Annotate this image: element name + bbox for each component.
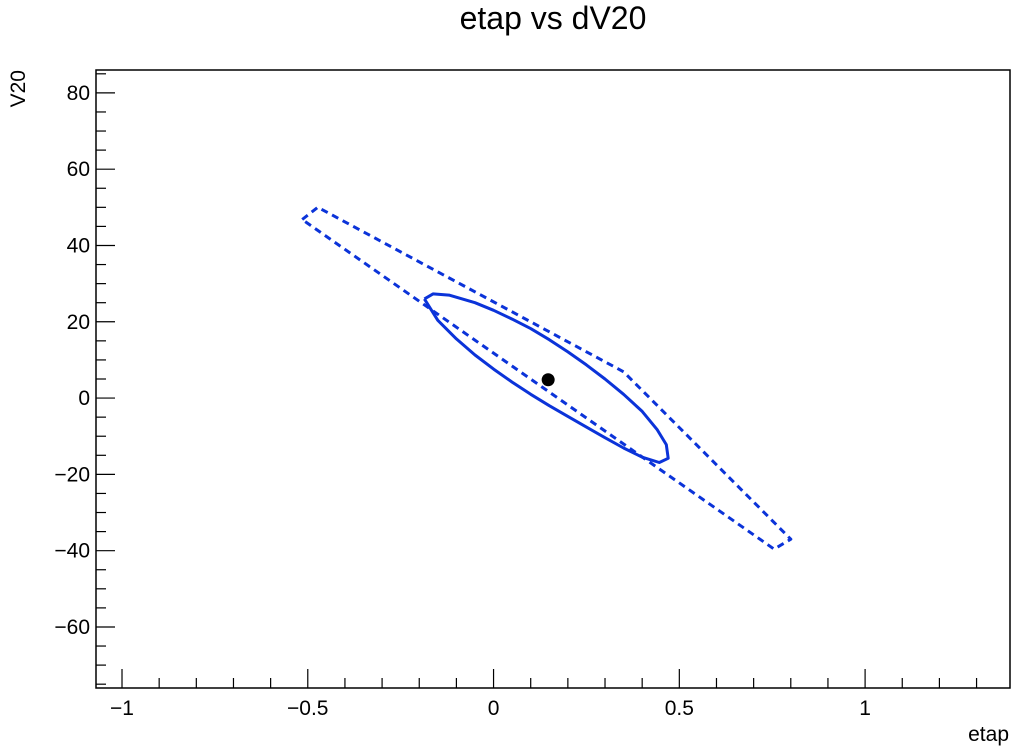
solid-contour — [423, 292, 670, 464]
y-tick-label: 40 — [67, 234, 90, 257]
x-tick-label: −1 — [110, 697, 134, 720]
y-tick-label: 20 — [67, 311, 90, 334]
x-tick-label: 0 — [488, 697, 500, 720]
x-tick-label: −0.5 — [287, 697, 328, 720]
y-axis-label: V20 — [7, 70, 30, 107]
ticks-layer: −1 −0.5 0 0.5 1 −60 −40 −20 0 20 40 60 80 — [54, 73, 978, 720]
dashed-contour — [301, 205, 793, 551]
y-tick-label: −40 — [54, 540, 90, 563]
y-tick-label: 0 — [78, 387, 90, 410]
y-tick-label: 80 — [67, 82, 90, 105]
x-tick-label: 1 — [859, 697, 871, 720]
chart-title: etap vs dV20 — [460, 0, 647, 36]
y-tick-label: 60 — [67, 158, 90, 181]
x-tick-label: 0.5 — [665, 697, 694, 720]
x-axis-label: etap — [968, 723, 1009, 746]
best-fit-point — [541, 373, 555, 387]
y-tick-label: −60 — [54, 616, 90, 639]
series-layer — [301, 205, 793, 551]
y-tick-label: −20 — [54, 463, 90, 486]
